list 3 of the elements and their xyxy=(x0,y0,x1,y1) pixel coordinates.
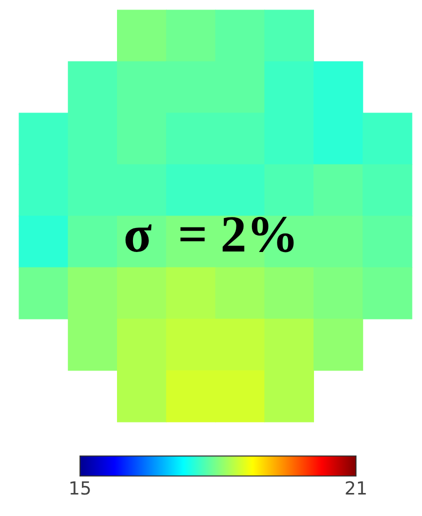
color-bar-label: 21 xyxy=(344,478,368,500)
annotation: σ = 2% xyxy=(124,206,298,264)
color-bar-label: 15 xyxy=(68,478,92,500)
